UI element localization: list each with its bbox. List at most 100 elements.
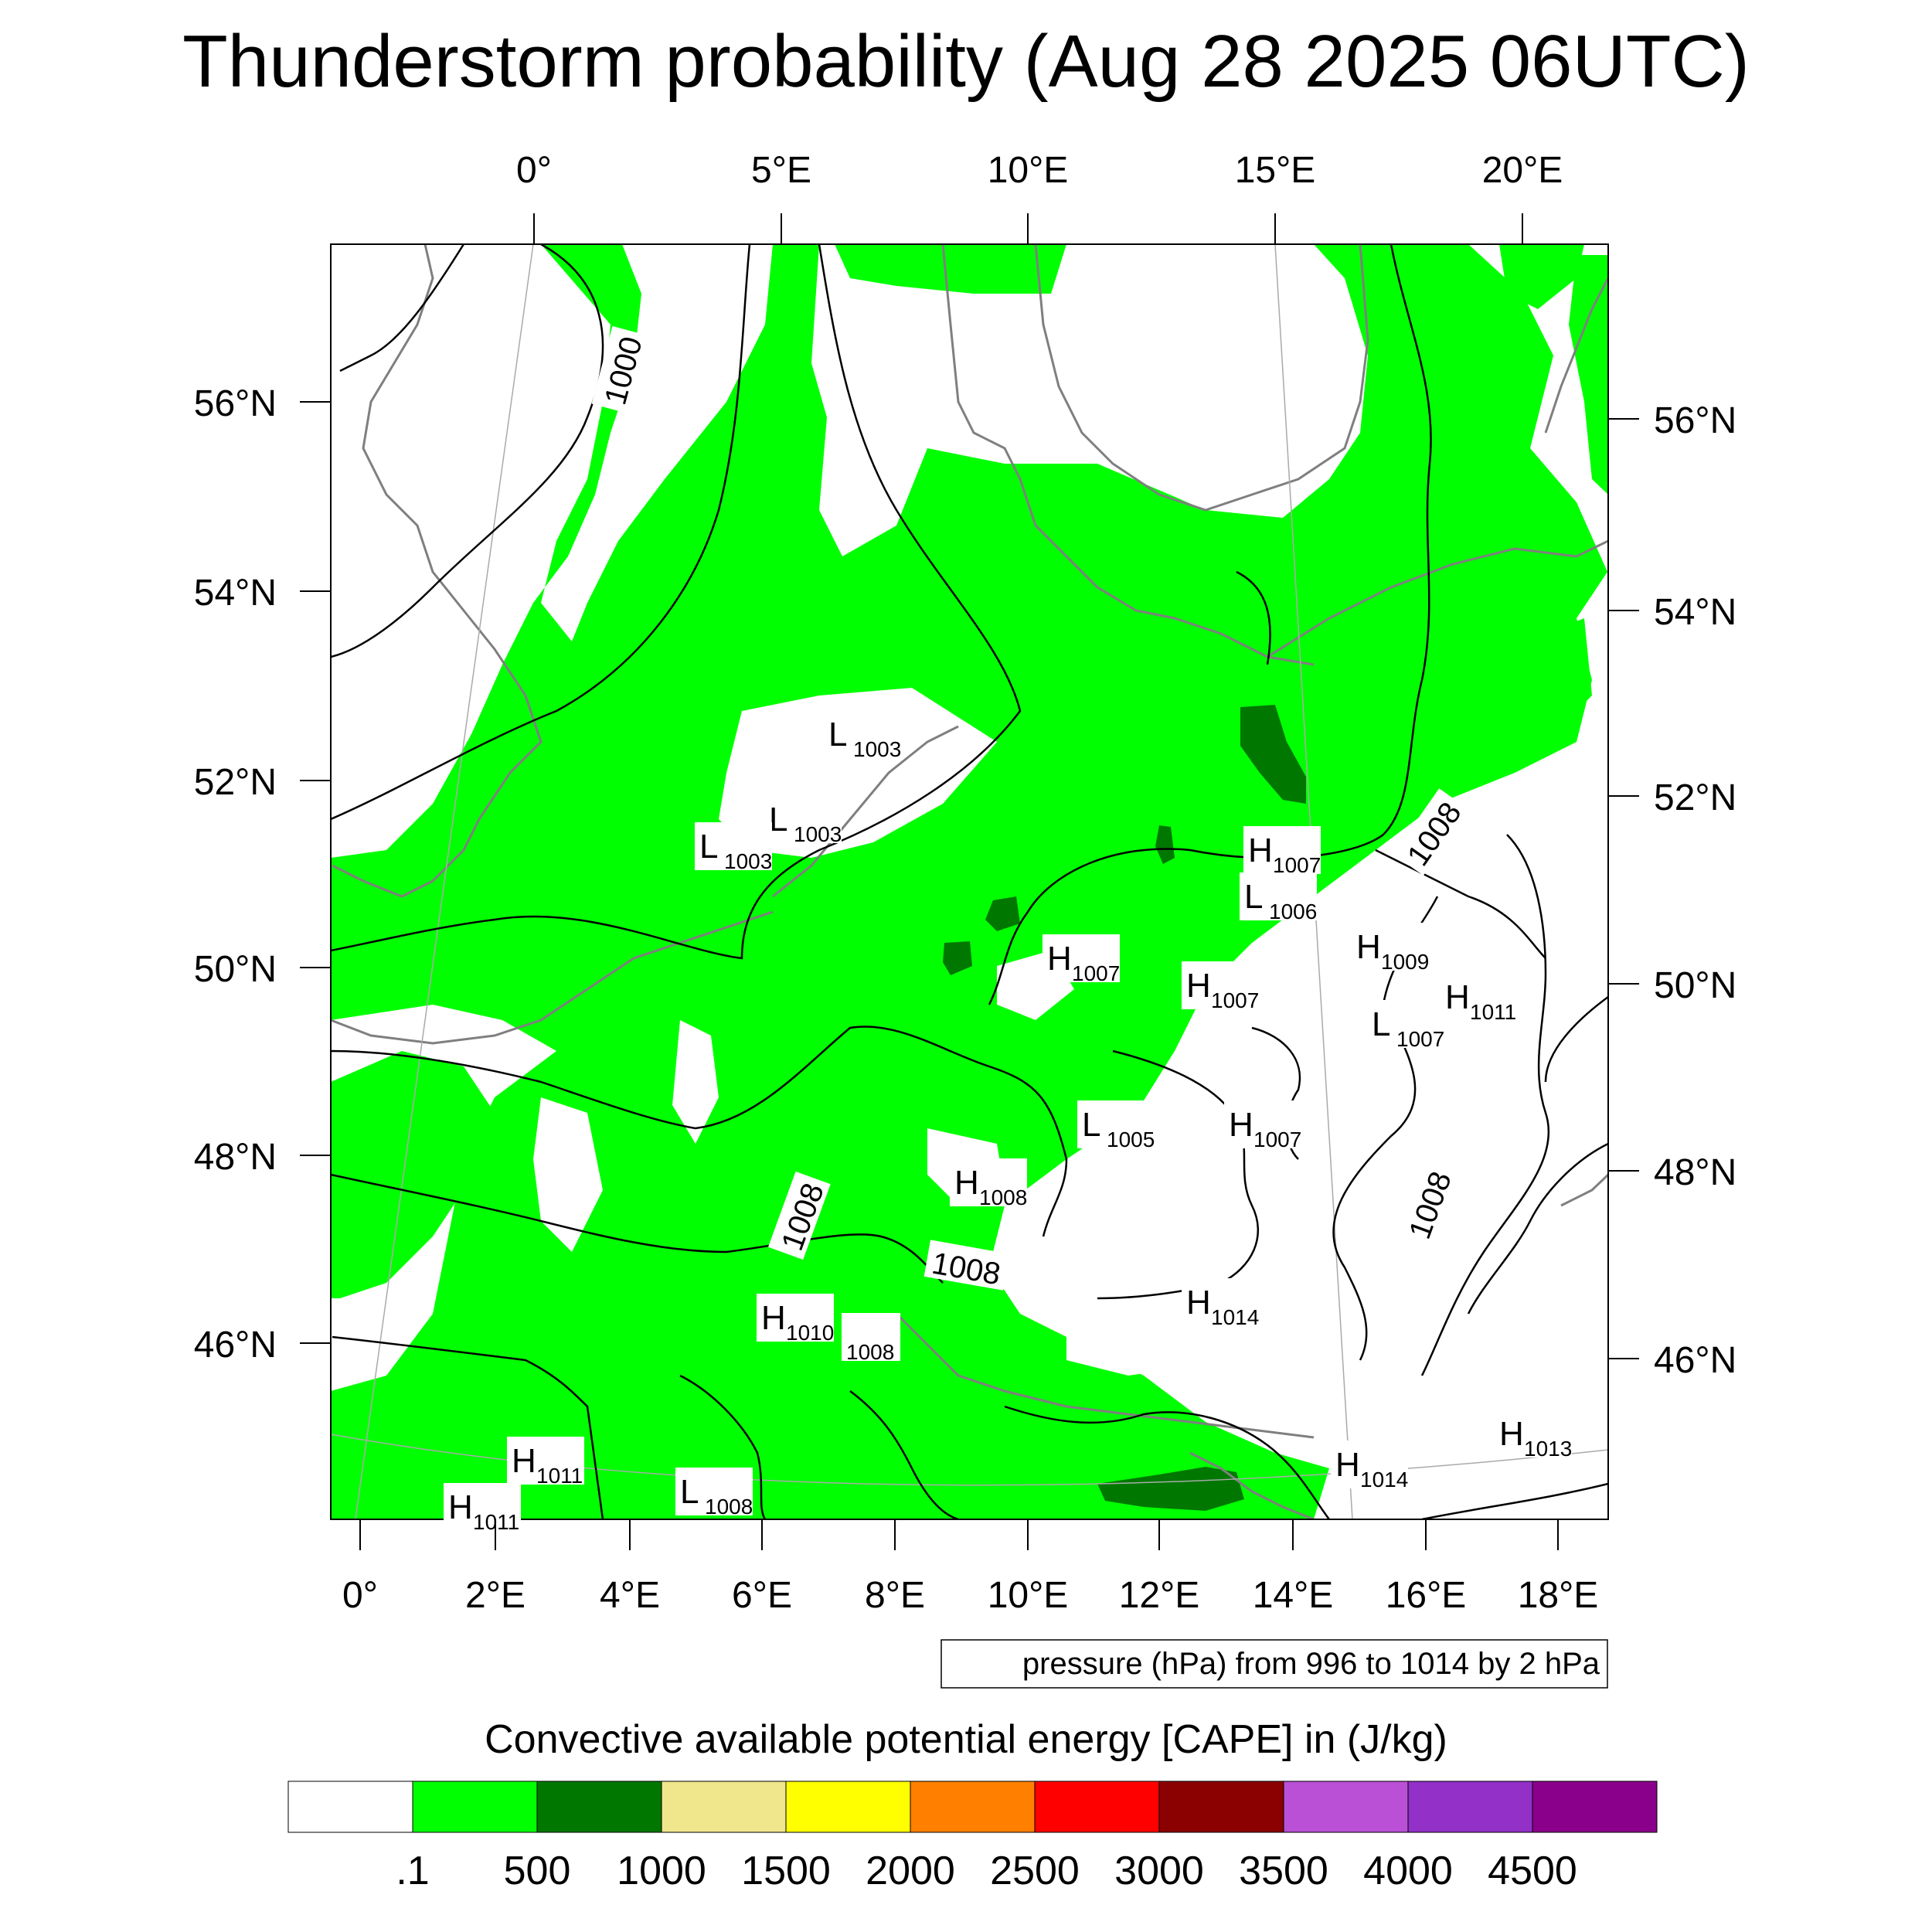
pressure-center-type: H [1229,1106,1253,1144]
left-lat-label: 48°N [194,1137,277,1178]
pressure-center-value: 1005 [1107,1128,1155,1151]
pressure-center-label: H 1008 [950,1158,1027,1209]
right-lat-label: 46°N [1654,1340,1736,1381]
right-lat-label: 48°N [1654,1152,1736,1193]
map-title: Thunderstorm probability (Aug 28 2025 06… [182,20,1750,103]
pressure-center-type: H [512,1442,536,1480]
isobars [331,244,1608,1519]
pressure-center-type: H [1499,1415,1524,1453]
pressure-center-label: H 1007 [1043,934,1120,985]
colorbar-tick-label: 1500 [741,1849,831,1893]
colorbar-tick-label: 2500 [990,1849,1080,1893]
pressure-center-type: H [448,1488,473,1526]
pressure-center-value: 1014 [1211,1305,1259,1329]
top-lon-label: 0° [516,150,552,191]
colorbar-tick-label: 3500 [1239,1849,1328,1893]
colorbar-swatch [412,1781,538,1833]
pressure-center-value: 1011 [536,1464,583,1488]
pressure-center-type: L [828,716,847,753]
colorbar-swatch [536,1781,662,1833]
colorbar-swatch [661,1781,787,1833]
pressure-center-value: 1007 [1072,961,1120,985]
colorbar-title: Convective available potential energy [C… [485,1717,1447,1762]
pressure-center-value: 1006 [1269,900,1317,923]
pressure-center-value: 1013 [1524,1437,1572,1461]
right-lat-label: 50°N [1654,965,1736,1006]
top-lon-label: 15°E [1235,150,1316,191]
bottom-lon-label: 12°E [1119,1575,1200,1616]
pressure-center-type: L [1372,1005,1390,1043]
left-lat-label: 50°N [194,949,277,990]
top-lon-label: 10°E [988,150,1069,191]
right-lat-label: 56°N [1654,400,1736,441]
pressure-center-label: H 1009 [1352,923,1429,974]
bottom-lon-label: 14°E [1253,1575,1334,1616]
bottom-lon-label: 18°E [1518,1575,1599,1616]
bottom-lon-label: 10°E [988,1575,1069,1616]
pressure-center-value: 1009 [1381,950,1429,974]
pressure-center-label: L 1008 [675,1468,753,1519]
bottom-lon-label: 0° [342,1575,378,1616]
pressure-center-label: L 1006 [1240,872,1317,923]
pressure-center-type: H [1047,940,1072,978]
pressure-center-label: H 1007 [1224,1100,1301,1151]
pressure-center-value: 1010 [786,1321,834,1345]
pressure-center-value: 1007 [1396,1027,1444,1051]
pressure-center-label: L 1003 [824,710,901,761]
colorbar-tick-label: 2000 [866,1849,955,1893]
pressure-center-value: 1003 [853,737,901,761]
right-latitude-axis: 56°N 54°N 52°N 50°N 48°N 46°N [1608,400,1736,1381]
left-lat-label: 56°N [194,383,277,424]
pressure-center-label: H 1007 [1243,826,1321,877]
pressure-center-type: H [1186,1284,1211,1321]
pressure-center-type: L [1244,878,1263,916]
pressure-center-label: L 1007 [1367,1000,1444,1051]
pressure-center-label: H 1014 [1182,1278,1259,1329]
pressure-center-type: H [761,1299,786,1337]
top-longitude-axis: 0° 5°E 10°E 15°E 20°E [516,150,1563,244]
colorbar-swatch [1283,1781,1409,1833]
cape-fill-mid [943,705,1306,1511]
bottom-longitude-axis: 0° 2°E 4°E 6°E 8°E 10°E 12°E 14°E 16°E 1… [342,1519,1598,1616]
bottom-lon-label: 6°E [732,1575,792,1616]
pressure-center-type: H [1356,928,1381,966]
left-latitude-axis: 56°N 54°N 52°N 50°N 48°N 46°N [194,383,331,1366]
colorbar-swatch [1532,1781,1658,1833]
colorbar-tick-label: 4500 [1488,1849,1577,1893]
pressure-center-value: 1007 [1253,1128,1301,1151]
pressure-center-type: H [1248,832,1273,869]
pressure-center-value: 1008 [705,1495,753,1519]
bottom-lon-label: 8°E [865,1575,925,1616]
bottom-lon-label: 4°E [600,1575,660,1616]
right-lat-label: 54°N [1654,592,1736,633]
colorbar-swatch [910,1781,1036,1833]
pressure-center-label: L 1005 [1077,1100,1155,1151]
pressure-center-type: H [1186,967,1211,1005]
pressure-center-value: 1007 [1211,988,1259,1012]
map-border [330,243,1609,1520]
contour-info-box: pressure (hPa) from 996 to 1014 by 2 hPa [940,1639,1608,1689]
pressure-center-label: L 1003 [764,795,842,846]
bottom-lon-label: 2°E [465,1575,526,1616]
colorbar-tick-label: 4000 [1363,1849,1453,1893]
pressure-center-value: 1011 [473,1510,519,1534]
pressure-center-label: 1008 [842,1313,900,1364]
pressure-center-type: L [699,828,718,866]
left-lat-label: 46°N [194,1325,277,1366]
pressure-center-type: H [954,1164,979,1202]
pressure-center-value: 1008 [846,1340,894,1364]
colorbar-tick-label: 500 [504,1849,571,1893]
colorbar-swatch [1034,1781,1160,1833]
colorbar-swatch [1158,1781,1284,1833]
map-panel [330,243,1609,1520]
colorbar-tick-label: .1 [396,1849,429,1893]
pressure-center-label: H 1011 [507,1437,584,1488]
top-lon-label: 20°E [1482,150,1563,191]
pressure-center-label: H 1014 [1331,1440,1408,1492]
right-lat-label: 52°N [1654,777,1736,818]
pressure-center-value: 1003 [724,849,772,873]
colorbar-tick-label: 1000 [617,1849,706,1893]
